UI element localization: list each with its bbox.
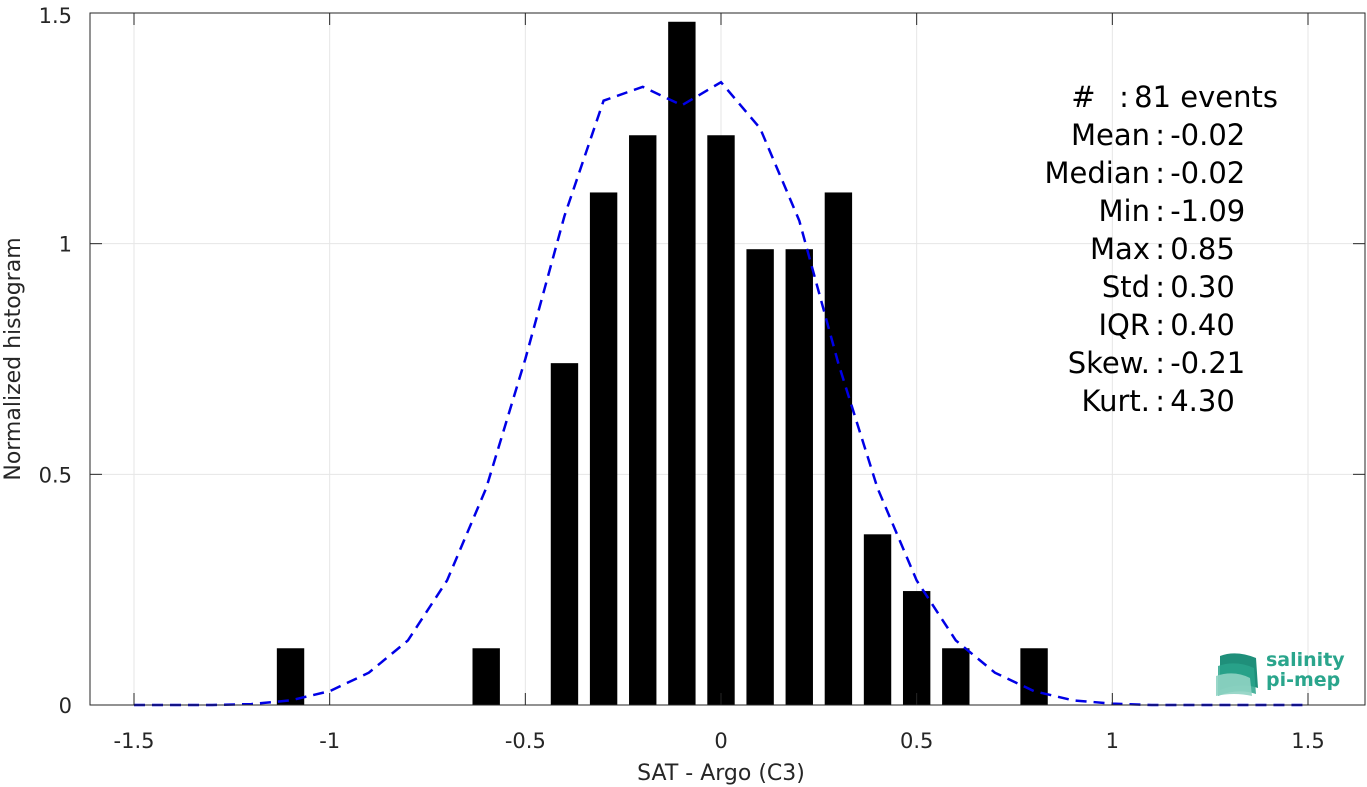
histogram-bars (276, 21, 1048, 706)
stat-value: 0.85 (1170, 232, 1235, 266)
histogram-bar-1 (472, 648, 500, 705)
stat-label: Mean (1070, 118, 1150, 152)
stat-value: 0.40 (1170, 308, 1235, 342)
y-tick-label-0: 0 (59, 694, 72, 718)
stat-line-7: Skew.: -0.21 (1000, 344, 1278, 382)
stat-label: Max (1090, 232, 1150, 266)
y-tick-label-2: 1 (59, 233, 72, 257)
stat-separator: : (1155, 156, 1165, 190)
histogram-bar-11 (902, 591, 931, 705)
y-tick-label-1: 0.5 (39, 463, 72, 487)
stat-line-5: Std:0.30 (1000, 268, 1278, 306)
y-axis-label: Normalized histogram (1, 237, 26, 480)
x-tick-labels: -1.5 -1 -0.5 0 0.5 1 1.5 (114, 729, 1325, 753)
stat-separator: : (1155, 308, 1165, 342)
histogram-bar-12 (942, 648, 970, 705)
stat-value: 0.30 (1170, 270, 1235, 304)
histogram-bar-9 (824, 192, 853, 705)
histogram-bar-6 (707, 135, 735, 706)
histogram-bar-3 (589, 192, 618, 705)
x-tick-label-3: 0 (714, 729, 727, 753)
histogram-bar-2 (550, 363, 579, 705)
stat-line-8: Kurt.:4.30 (1000, 382, 1278, 420)
stat-separator: : (1155, 270, 1165, 304)
stat-separator: : (1155, 118, 1165, 152)
histogram-bar-5 (668, 21, 696, 706)
stat-label: Skew. (1067, 346, 1150, 380)
stat-label: Kurt. (1081, 384, 1150, 418)
x-tick-label-4: 0.5 (900, 729, 933, 753)
stat-line-0: # :81 events (1000, 78, 1278, 116)
stat-value: -0.21 (1170, 346, 1246, 380)
stat-separator: : (1155, 232, 1165, 266)
stat-line-4: Max:0.85 (1000, 230, 1278, 268)
stat-label: # (1071, 80, 1114, 114)
stat-separator: : (1119, 80, 1129, 114)
stat-line-6: IQR:0.40 (1000, 306, 1278, 344)
stat-value: 4.30 (1170, 384, 1235, 418)
x-tick-label-0: -1.5 (114, 729, 155, 753)
stat-label: Std (1101, 270, 1150, 304)
stat-value: -0.02 (1170, 156, 1246, 190)
axis-ticks (90, 12, 1365, 706)
stat-label: Median (1044, 156, 1150, 190)
wave-logo-icon (1216, 653, 1258, 696)
salinity-pi-mep-logo: salinity pi-mep (1216, 646, 1346, 696)
stat-separator: : (1155, 194, 1165, 228)
histogram-bar-10 (863, 534, 892, 705)
stat-separator: : (1155, 346, 1165, 380)
x-tick-label-2: -0.5 (505, 729, 546, 753)
stat-value: -1.09 (1170, 194, 1246, 228)
stat-label: IQR (1098, 308, 1150, 342)
stat-label: Min (1098, 194, 1150, 228)
stat-line-1: Mean: -0.02 (1000, 116, 1278, 154)
histogram-bar-8 (785, 249, 813, 705)
stat-value: -0.02 (1170, 118, 1246, 152)
logo-text-line2: pi-mep (1266, 669, 1341, 691)
stat-line-3: Min: -1.09 (1000, 192, 1278, 230)
histogram-bar-0 (276, 648, 305, 705)
x-axis-label: SAT - Argo (C3) (637, 761, 805, 786)
x-tick-label-1: -1 (319, 729, 340, 753)
x-tick-label-6: 1.5 (1291, 729, 1324, 753)
stat-separator: : (1155, 384, 1165, 418)
logo-text-line1: salinity (1266, 649, 1345, 671)
y-tick-label-3: 1.5 (39, 4, 72, 28)
stat-value: 81 events (1134, 80, 1278, 114)
histogram-bar-4 (629, 135, 657, 706)
stat-line-2: Median: -0.02 (1000, 154, 1278, 192)
histogram-bar-13 (1020, 648, 1048, 705)
x-tick-label-5: 1 (1106, 729, 1119, 753)
histogram-bar-7 (746, 249, 774, 705)
y-tick-labels: 0 0.5 1 1.5 (39, 4, 72, 718)
stats-box: # :81 events Mean: -0.02 Median: -0.02 Min: -1… (1000, 78, 1278, 420)
plot-frame (89, 12, 1366, 706)
